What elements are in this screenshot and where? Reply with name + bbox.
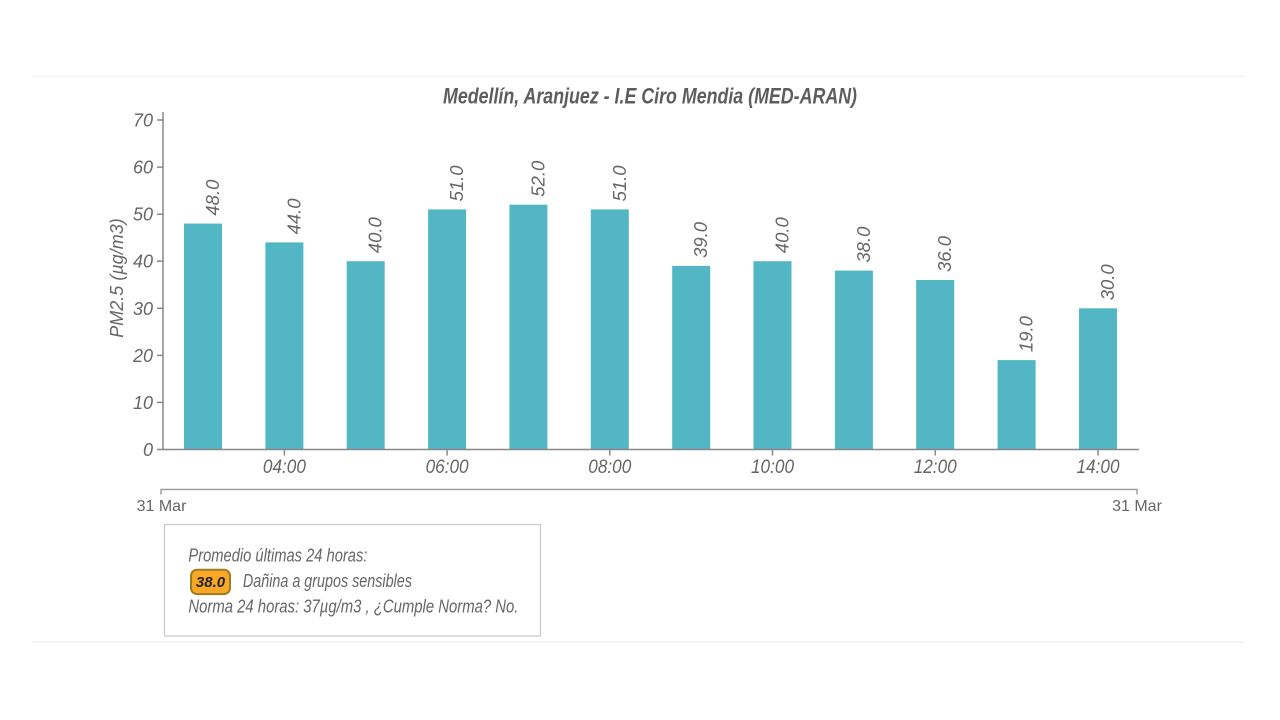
svg-text:Dañina a grupos sensibles: Dañina a grupos sensibles [243,571,412,591]
svg-text:70: 70 [133,111,153,131]
svg-text:14:00: 14:00 [1077,457,1120,478]
svg-text:44.0: 44.0 [284,198,304,234]
svg-text:Promedio últimas 24 horas:: Promedio últimas 24 horas: [188,545,367,565]
svg-text:Medellín, Aranjuez - I.E Ciro: Medellín, Aranjuez - I.E Ciro Mendia (ME… [443,84,857,109]
svg-text:Norma 24 horas: 37µg/m3 , ¿Cum: Norma 24 horas: 37µg/m3 , ¿Cumple Norma?… [188,597,518,617]
svg-text:38.0: 38.0 [196,574,226,591]
svg-text:19.0: 19.0 [1017,316,1037,352]
svg-text:36.0: 36.0 [935,236,955,272]
svg-text:30: 30 [133,299,153,319]
svg-text:51.0: 51.0 [447,165,467,201]
svg-text:31 Mar: 31 Mar [137,498,187,515]
svg-text:51.0: 51.0 [610,165,630,201]
svg-text:38.0: 38.0 [854,227,874,263]
svg-text:10:00: 10:00 [751,457,794,478]
svg-text:31 Mar: 31 Mar [1112,498,1162,515]
svg-text:40: 40 [133,252,153,272]
svg-text:06:00: 06:00 [426,457,469,478]
svg-text:60: 60 [133,158,153,178]
svg-text:08:00: 08:00 [588,457,631,478]
svg-text:52.0: 52.0 [528,161,548,197]
svg-text:04:00: 04:00 [263,457,306,478]
svg-text:30.0: 30.0 [1098,264,1118,300]
svg-text:20: 20 [132,346,153,366]
svg-text:40.0: 40.0 [366,217,386,253]
svg-text:0: 0 [143,440,153,460]
svg-text:39.0: 39.0 [691,222,711,258]
svg-text:12:00: 12:00 [914,457,957,478]
svg-text:10: 10 [133,393,153,413]
svg-text:PM2.5 (µg/m3): PM2.5 (µg/m3) [107,218,127,337]
svg-text:48.0: 48.0 [203,180,223,216]
svg-text:50: 50 [133,205,153,225]
svg-text:40.0: 40.0 [773,217,793,253]
